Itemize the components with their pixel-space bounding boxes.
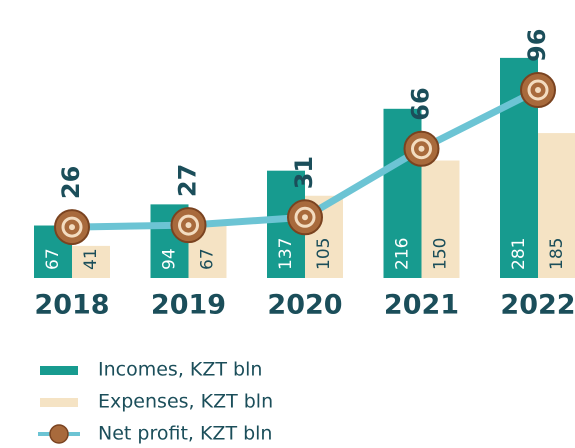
net-profit-label: 26 — [57, 166, 85, 199]
bar-value-label: 185 — [547, 238, 567, 270]
net-profit-label: 66 — [407, 87, 435, 120]
marker-center — [535, 87, 541, 93]
marker-ornament — [527, 79, 549, 101]
net-profit-label: 31 — [290, 156, 318, 189]
bar-value-label: 67 — [198, 248, 218, 270]
marker-center — [302, 214, 308, 221]
marker-ornament — [411, 138, 432, 160]
x-tick-label: 2022 — [500, 290, 575, 321]
legend-label: Net profit, KZT bln — [98, 423, 272, 445]
marker-center — [418, 145, 425, 152]
net-profit-label: 27 — [174, 164, 202, 197]
bar-value-label: 94 — [160, 248, 180, 270]
marker-center — [185, 222, 192, 229]
legend-swatch — [49, 424, 69, 444]
x-tick-label: 2019 — [151, 290, 226, 321]
marker-ornament — [294, 206, 316, 228]
bar-value-label: 150 — [431, 238, 451, 270]
marker-ornament — [178, 214, 199, 236]
bar-value-label: 105 — [314, 238, 334, 270]
bar-value-label: 41 — [81, 248, 101, 270]
legend-swatch — [40, 366, 78, 375]
legend-swatch — [40, 398, 78, 407]
bar-value-label: 281 — [509, 238, 529, 270]
marker-center — [69, 224, 75, 231]
marker-ornament — [61, 216, 83, 238]
legend-label: Incomes, KZT bln — [98, 359, 262, 381]
x-tick-label: 2018 — [34, 290, 109, 321]
x-tick-label: 2020 — [267, 290, 342, 321]
bar-value-label: 137 — [276, 238, 296, 270]
bar-value-label: 216 — [393, 238, 413, 270]
legend-label: Expenses, KZT bln — [98, 391, 273, 413]
bar-value-label: 67 — [43, 248, 63, 270]
net-profit-label: 96 — [523, 29, 551, 62]
expense-bar — [421, 160, 460, 278]
expense-bar — [538, 133, 575, 278]
expense-bar — [72, 245, 110, 278]
x-tick-label: 2021 — [384, 290, 459, 321]
